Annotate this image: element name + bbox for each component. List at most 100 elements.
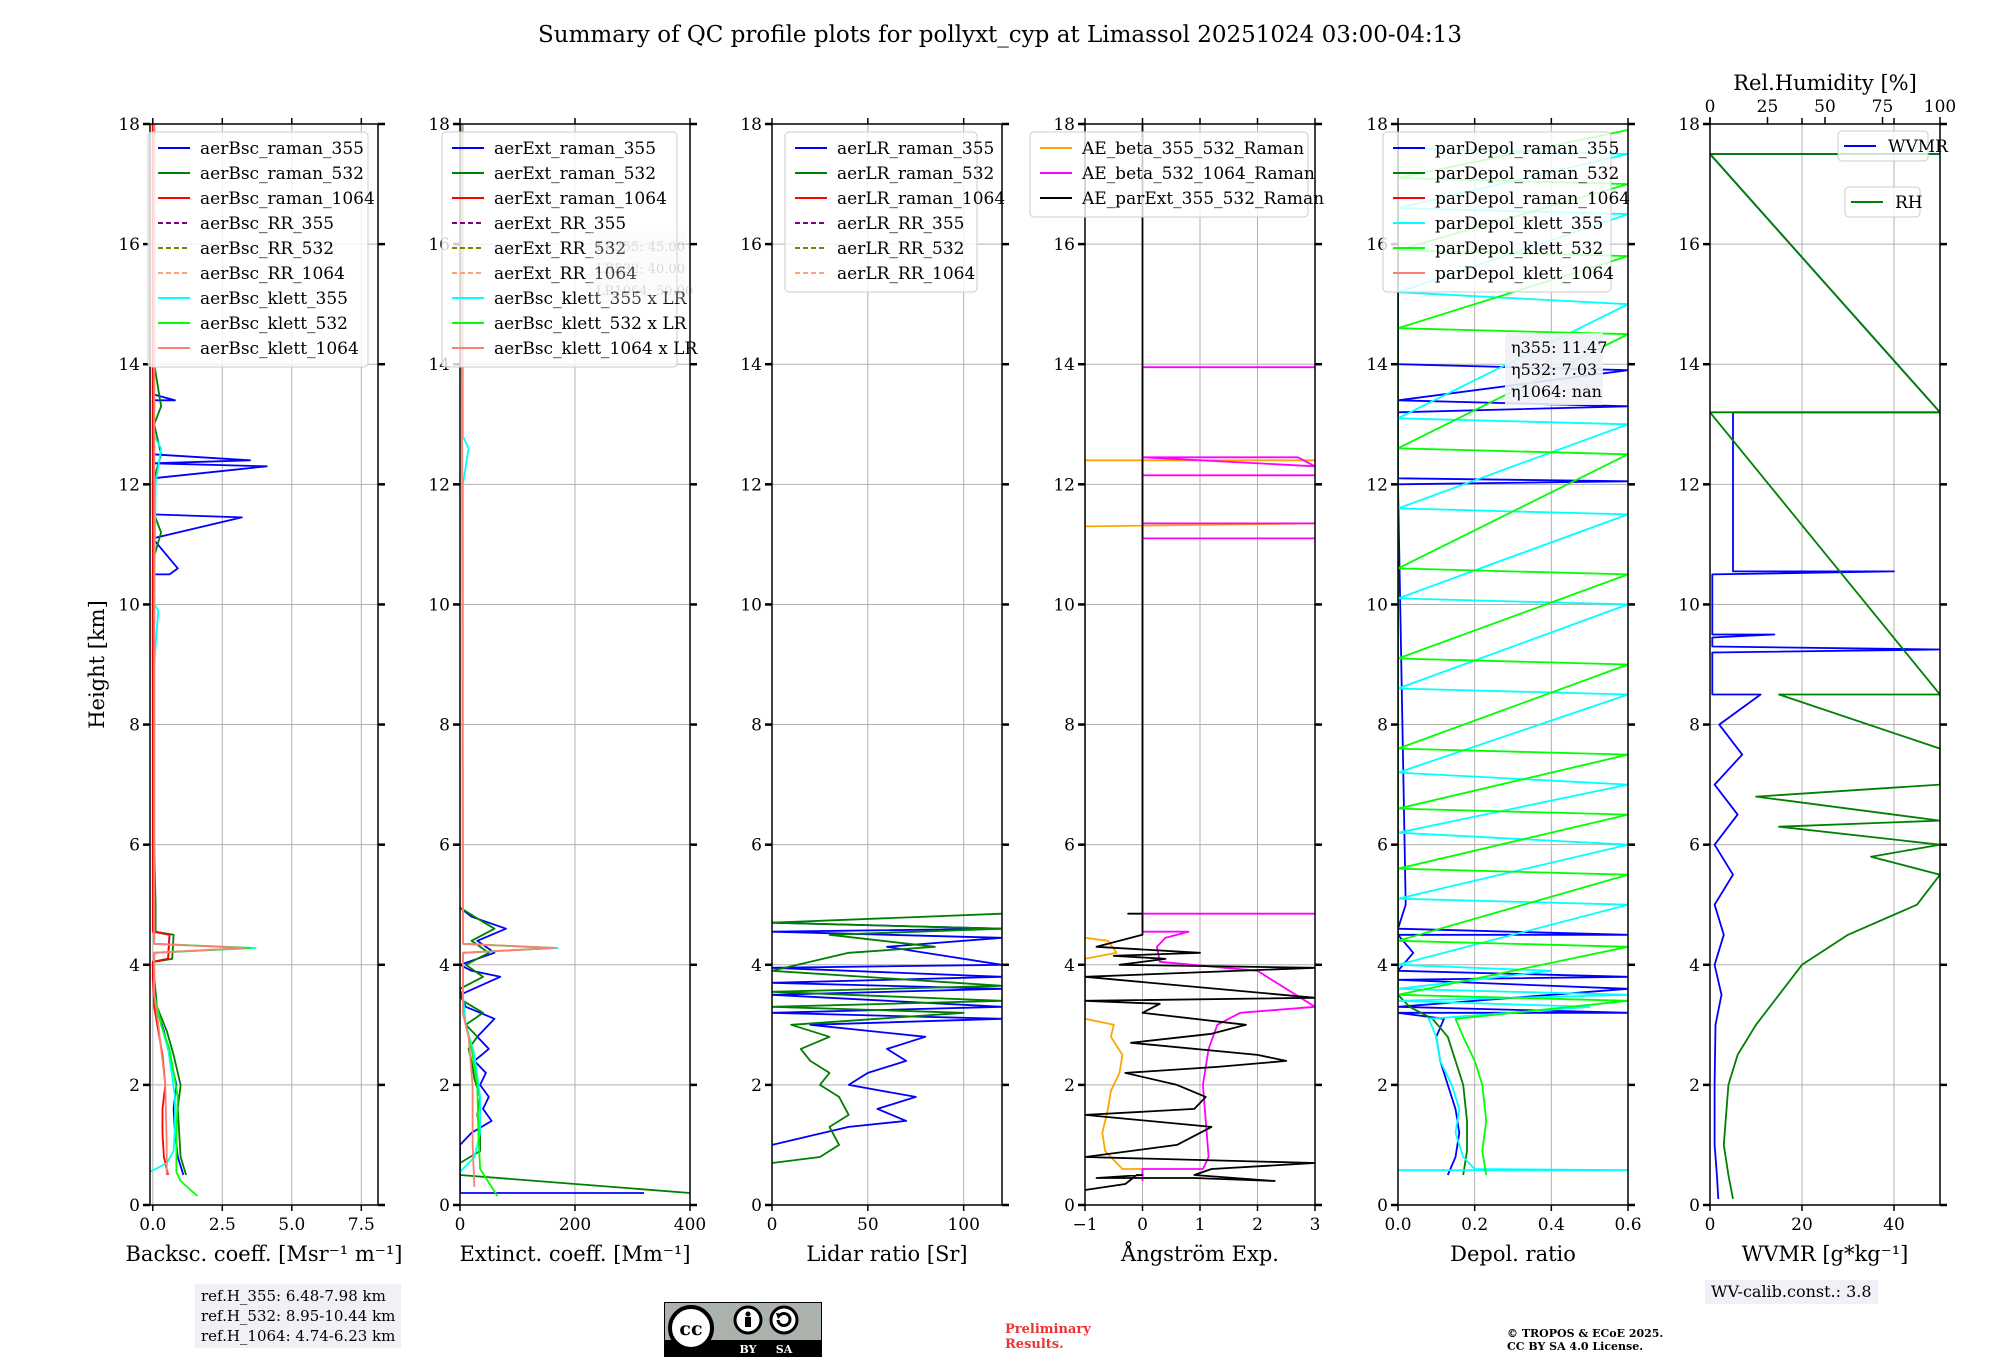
x-tick-label: 0: [455, 1215, 466, 1235]
x2-tick-label: 100: [1924, 97, 1956, 117]
legend-entry: aerBsc_raman_1064: [200, 189, 375, 209]
series-aerLR_raman_532: [772, 912, 1002, 1164]
legend-entry: aerLR_RR_355: [837, 214, 964, 234]
y-tick-label: 14: [1366, 355, 1388, 375]
copyright-note: © TROPOS & ECoE 2025. CC BY SA 4.0 Licen…: [1507, 1327, 1663, 1353]
y-tick-label: 12: [1678, 475, 1700, 495]
y-tick-label: 10: [1366, 595, 1388, 615]
y-tick-label: 16: [1678, 235, 1700, 255]
y-tick-label: 16: [1053, 235, 1075, 255]
series-RH: [1710, 153, 1940, 1200]
y-tick-label: 6: [1377, 836, 1388, 856]
legend-lidar_ratio: aerLR_raman_355 aerLR_raman_532 aerLR_rama…: [784, 131, 1005, 293]
x2-tick-label: 0: [1705, 97, 1716, 117]
x-tick-label: 50: [857, 1215, 879, 1235]
legend-box: [147, 131, 369, 368]
legend-entry: RH: [1895, 193, 1923, 213]
legend-entry: parDepol_klett_532: [1435, 239, 1603, 259]
y-tick-label: 6: [129, 836, 140, 856]
y-tick-label: 18: [118, 115, 140, 135]
series-aerBsc_klett_1064: [153, 124, 246, 1175]
x-axis-label: Ångström Exp.: [1120, 1241, 1279, 1266]
x-tick-label: 20: [1791, 1215, 1813, 1235]
figure-title: Summary of QC profile plots for pollyxt_…: [538, 22, 1462, 48]
y-tick-label: 8: [1064, 716, 1075, 736]
x2-axis-label: Rel.Humidity [%]: [1733, 71, 1917, 95]
x-axis-label: Lidar ratio [Sr]: [806, 1242, 967, 1266]
annotation-line: LR1064: 50.00: [596, 284, 693, 299]
annotation-line: η532: 7.03: [1511, 360, 1597, 379]
x-tick-label: 0.6: [1614, 1215, 1641, 1235]
legend-entry: aerBsc_RR_1064: [200, 264, 345, 284]
legend-entry: AE_beta_355_532_Raman: [1081, 139, 1304, 159]
y-tick-label: 12: [740, 475, 762, 495]
legend-entry: parDepol_klett_355: [1435, 214, 1603, 234]
series-group: [1398, 124, 1628, 1176]
x2-tick-label: 25: [1757, 97, 1779, 117]
y-tick-label: 8: [1377, 716, 1388, 736]
y-tick-label: 16: [118, 235, 140, 255]
legend-entry: aerBsc_klett_355 x LR: [494, 289, 688, 309]
legend-entry: aerLR_RR_532: [837, 239, 964, 259]
y-tick-label: 12: [428, 475, 450, 495]
annotation-line: η355: 11.47: [1511, 338, 1607, 357]
axes-frame: [1397, 123, 1629, 1206]
x-axis-label: WVMR [g*kg⁻¹]: [1742, 1242, 1909, 1266]
legend-rh: RH: [1844, 186, 1923, 218]
legend-entry: aerExt_raman_355: [494, 139, 656, 159]
legend-entry: aerBsc_klett_532: [200, 314, 348, 334]
legend-entry: AE_beta_532_1064_Raman: [1081, 164, 1315, 184]
x-tick-label: −1: [1072, 1215, 1097, 1235]
legend-entry: parDepol_raman_532: [1435, 164, 1619, 184]
legend-entry: aerExt_RR_532: [494, 239, 626, 259]
y-tick-label: 2: [1689, 1076, 1700, 1096]
x-tick-label: 0: [767, 1215, 778, 1235]
y-tick-label: 10: [1678, 595, 1700, 615]
x-tick-label: 400: [674, 1215, 706, 1235]
x-tick-label: 0.4: [1538, 1215, 1565, 1235]
axes-frame: [149, 123, 379, 1206]
y-tick-label: 8: [1689, 716, 1700, 736]
copyright-line-1: © TROPOS & ECoE 2025.: [1507, 1327, 1664, 1340]
series-group: [460, 124, 690, 1197]
y-tick-label: 6: [1689, 836, 1700, 856]
x-tick-label: 2: [1252, 1215, 1263, 1235]
y-tick-label: 18: [740, 115, 762, 135]
y-tick-label: 2: [1377, 1076, 1388, 1096]
y-tick-label: 18: [1678, 115, 1700, 135]
annotation-extinction: LR355: 45.00 LR532: 40.00 LR1064: 50.00: [590, 231, 693, 303]
legend-entry: aerLR_raman_355: [837, 139, 994, 159]
x-tick-label: 0.0: [139, 1215, 166, 1235]
y-tick-label: 0: [751, 1196, 762, 1216]
legend-box: [1029, 131, 1309, 218]
by-label: BY: [740, 1343, 757, 1356]
legend-wvmr: WVMR: [1837, 130, 1949, 162]
x-tick-label: 0: [1705, 1215, 1716, 1235]
series-AE_parExt_355_532_Raman: [1085, 124, 1315, 1191]
legend-entry: AE_parExt_355_532_Raman: [1081, 189, 1324, 209]
legend-depol: parDepol_raman_355 parDepol_raman_532 parD…: [1382, 131, 1630, 293]
x-tick-label: 0.0: [1384, 1215, 1411, 1235]
annotation-line: η1064: nan: [1511, 382, 1602, 401]
y-tick-label: 6: [439, 836, 450, 856]
series-aerBsc_raman_1064: [151, 124, 171, 1176]
y-tick-label: 12: [1366, 475, 1388, 495]
x-tick-label: 2.5: [209, 1215, 236, 1235]
legend-entry: aerBsc_klett_355: [200, 289, 348, 309]
y-tick-label: 12: [1053, 475, 1075, 495]
x-tick-label: 0: [1137, 1215, 1148, 1235]
y-tick-label: 18: [1053, 115, 1075, 135]
y-tick-label: 12: [118, 475, 140, 495]
series-aerBsc_klett_1064 x LR: [460, 124, 556, 1188]
series-aerExt_raman_532: [460, 906, 690, 1194]
y-tick-label: 0: [1064, 1196, 1075, 1216]
y-tick-label: 8: [751, 716, 762, 736]
ref-height-532: ref.H_532: 8.95-10.44 km: [201, 1307, 396, 1325]
y-tick-label: 4: [1689, 956, 1700, 976]
legend-entry: aerExt_raman_1064: [494, 189, 667, 209]
legend-entry: aerBsc_raman_532: [200, 164, 364, 184]
legend-entry: parDepol_raman_1064: [1435, 189, 1630, 209]
preliminary-line-2: Results.: [1005, 1337, 1064, 1352]
